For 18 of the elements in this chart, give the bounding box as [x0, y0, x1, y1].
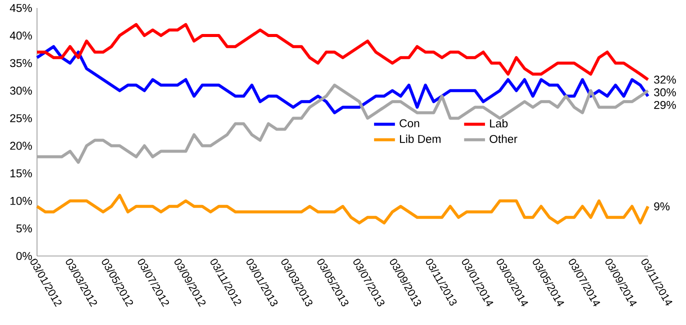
legend-label: Con	[400, 119, 420, 128]
data-label: 9%	[654, 202, 670, 210]
y-tick-label: 20%	[10, 142, 32, 150]
y-tick-label: 30%	[10, 86, 32, 95]
y-tick-label: 25%	[10, 114, 32, 122]
data-label: 30%	[654, 88, 676, 96]
data-label: 29%	[654, 100, 676, 109]
y-tick-label: 45%	[10, 4, 32, 12]
y-tick-label: 5%	[16, 224, 32, 232]
data-label: 32%	[654, 76, 676, 84]
y-tick-label: 0%	[16, 252, 32, 260]
y-tick-label: 15%	[10, 169, 32, 178]
legend-label: Other	[490, 134, 518, 143]
y-tick-label: 35%	[10, 59, 32, 68]
y-tick-label: 10%	[10, 196, 32, 205]
y-tick-label: 40%	[10, 32, 32, 40]
legend-label: Lab	[490, 119, 508, 128]
legend-label: Lib Dem	[400, 134, 441, 143]
